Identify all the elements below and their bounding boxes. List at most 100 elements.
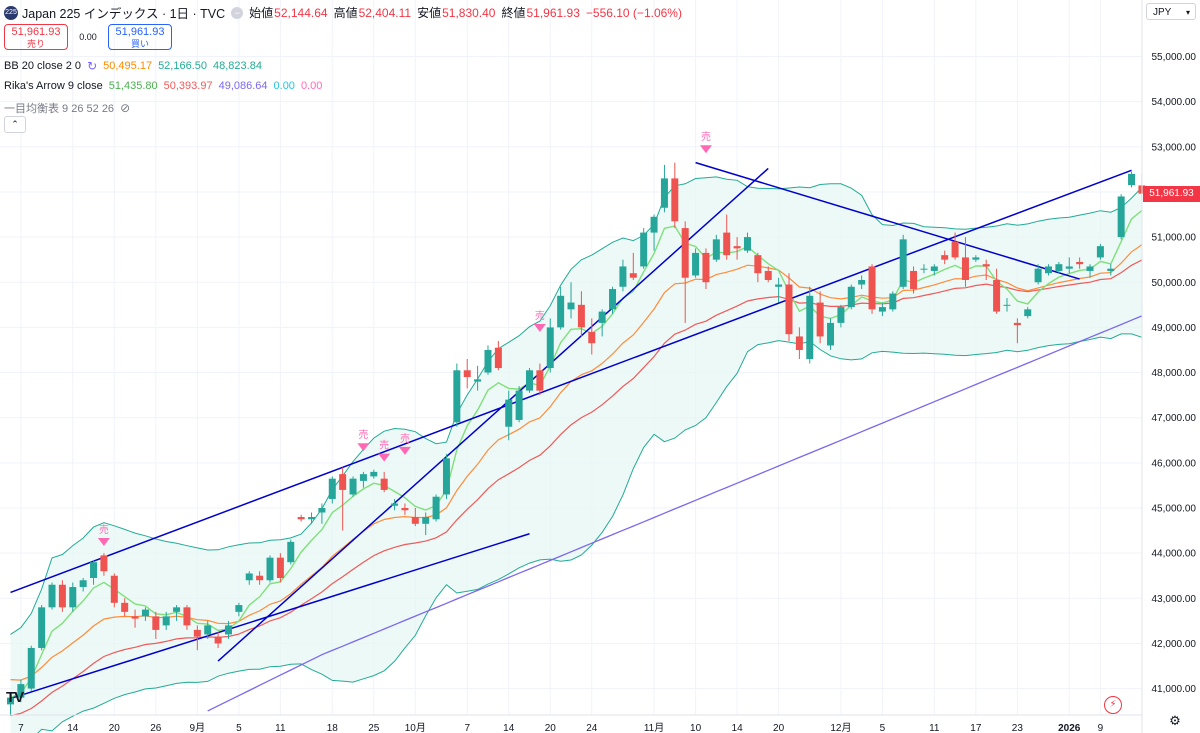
- candle-body: [152, 616, 160, 630]
- candle: [733, 237, 741, 260]
- x-tick-label: 11月: [644, 722, 664, 733]
- candle: [432, 494, 440, 522]
- candle-body: [141, 609, 149, 617]
- candle: [48, 582, 56, 610]
- candle-body: [858, 279, 866, 285]
- ichimoku-legend[interactable]: 一目均衡表 9 26 52 26 ⊘: [4, 100, 130, 116]
- candle: [173, 605, 181, 621]
- candle-body: [598, 311, 606, 323]
- candle: [899, 234, 907, 290]
- rika-legend[interactable]: Rika's Arrow 9 close 51,435.80 50,393.97…: [4, 80, 328, 92]
- bb-legend[interactable]: BB 20 close 2 0 ↻ 50,495.17 52,166.50 48…: [4, 59, 268, 73]
- candle: [557, 286, 565, 330]
- sell-arrow-icon: [378, 453, 391, 462]
- candle-body: [588, 331, 596, 344]
- sell-arrow-icon: [97, 538, 110, 547]
- sell-button[interactable]: 51,961.93 売り: [4, 24, 68, 50]
- candle-body: [515, 390, 523, 420]
- candle: [712, 234, 720, 262]
- candle-body: [505, 399, 513, 427]
- x-tick-label: 11: [275, 723, 286, 733]
- lightning-icon[interactable]: ⚡: [1104, 696, 1122, 714]
- candle: [359, 471, 367, 488]
- gear-icon[interactable]: ⚙: [1169, 713, 1181, 728]
- minus-icon[interactable]: −: [231, 6, 244, 19]
- candle-body: [474, 379, 482, 382]
- x-tick-label: 10月: [405, 722, 426, 733]
- candle: [58, 580, 66, 612]
- candle-body: [1024, 309, 1032, 317]
- candle: [214, 632, 222, 648]
- bb-basis-value: 50,495.17: [103, 60, 153, 72]
- candle: [380, 471, 388, 493]
- candle: [577, 291, 585, 337]
- candle-body: [920, 268, 928, 270]
- candle-body: [671, 178, 679, 222]
- price-axis[interactable]: 41,000.00 42,000.00 43,000.00 44,000.00 45,0…: [1152, 52, 1197, 695]
- trend-lines[interactable]: [10, 161, 1132, 700]
- candle-body: [224, 625, 232, 635]
- candle-body: [577, 304, 585, 328]
- candle: [152, 611, 160, 639]
- candle: [743, 232, 751, 253]
- bb-lower-line: [37, 333, 1143, 733]
- candle-body: [930, 266, 938, 271]
- candle: [951, 232, 959, 260]
- candle: [671, 162, 679, 229]
- symbol-title[interactable]: Japan 225 インデックス · 1日 · TVC: [22, 7, 226, 21]
- candle: [1024, 307, 1032, 319]
- candle-body: [245, 573, 253, 581]
- refresh-icon[interactable]: ↻: [87, 59, 98, 73]
- candle-body: [1003, 304, 1011, 306]
- candle-body: [484, 349, 492, 373]
- candle: [1117, 194, 1125, 240]
- buy-button[interactable]: 51,961.93 買い: [108, 24, 172, 50]
- candlesticks: [7, 162, 1146, 716]
- candle-body: [526, 370, 533, 391]
- collapse-legend-button[interactable]: ⌃: [4, 116, 26, 133]
- candle: [588, 318, 596, 355]
- close-label: 終値: [501, 6, 526, 20]
- buy-label: 買い: [130, 39, 149, 49]
- time-axis[interactable]: 7 14 20 26 9月 5 11 18 25 10月 7 14 20 24 11月 10 14 20 12月 5 1…: [18, 722, 1104, 733]
- x-tick-label: 9: [1098, 723, 1104, 733]
- candle-body: [951, 241, 959, 258]
- sell-label: 売り: [26, 39, 45, 49]
- sell-arrow: 売: [533, 309, 546, 333]
- candle-body: [961, 257, 969, 280]
- candle-body: [712, 239, 720, 260]
- tradingview-logo[interactable]: TV: [6, 689, 24, 706]
- candle: [349, 476, 357, 497]
- candle-body: [100, 555, 108, 572]
- candle: [193, 625, 201, 651]
- rika-mid-line: [10, 244, 1143, 681]
- candle-body: [453, 370, 461, 423]
- sell-arrow-label: 売: [379, 439, 389, 452]
- candle: [858, 275, 866, 290]
- candle: [1107, 264, 1115, 276]
- candle: [297, 514, 305, 522]
- candle-body: [764, 270, 772, 280]
- candle-body: [795, 336, 803, 350]
- change-value: −556.10 (−1.06%): [585, 5, 682, 20]
- candle-body: [494, 347, 502, 369]
- currency-selector[interactable]: JPY ▾: [1146, 3, 1196, 20]
- open-value: 52,144.64: [274, 5, 328, 20]
- x-tick-label: 20: [109, 723, 121, 733]
- eye-off-icon[interactable]: ⊘: [120, 101, 131, 115]
- bb-upper-line: [10, 176, 1143, 635]
- y-tick-label: 46,000.00: [1152, 458, 1197, 469]
- sell-arrow-label: 売: [358, 428, 368, 441]
- candle-body: [837, 307, 845, 323]
- open-label: 始値: [249, 6, 274, 20]
- candle-body: [17, 684, 25, 698]
- candle: [7, 695, 14, 716]
- candle-body: [889, 293, 897, 310]
- candle-body: [328, 478, 336, 499]
- candle: [816, 291, 824, 344]
- sell-arrow-label: 売: [400, 432, 410, 445]
- candle: [401, 503, 409, 515]
- candle-body: [131, 616, 139, 619]
- candle: [878, 302, 886, 317]
